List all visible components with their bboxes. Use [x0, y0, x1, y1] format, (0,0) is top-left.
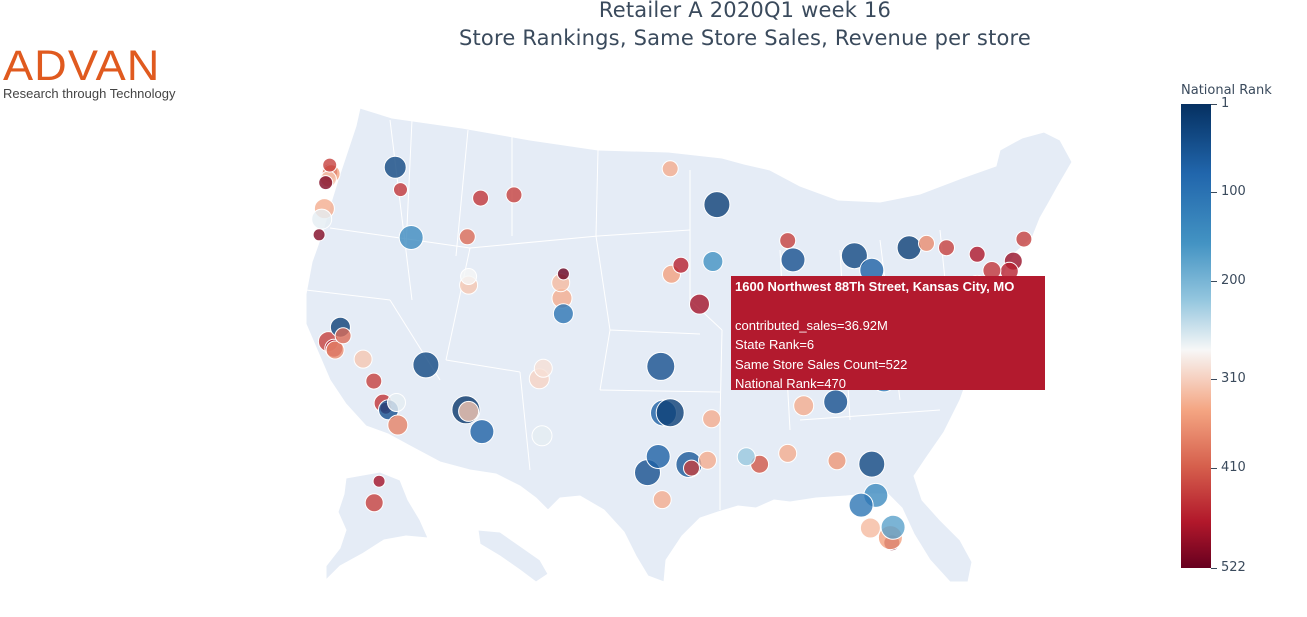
store-marker[interactable]	[823, 389, 849, 415]
store-marker[interactable]	[372, 474, 386, 488]
store-marker[interactable]	[827, 451, 847, 471]
store-marker[interactable]	[858, 450, 886, 478]
chart-title-line-1: Retailer A 2020Q1 week 16	[598, 0, 892, 22]
store-marker[interactable]	[683, 459, 700, 477]
store-marker[interactable]	[652, 490, 672, 510]
store-marker[interactable]	[646, 351, 676, 381]
store-marker[interactable]	[393, 182, 408, 198]
store-marker[interactable]	[458, 400, 480, 422]
store-marker[interactable]	[325, 340, 345, 360]
store-marker[interactable]	[311, 208, 333, 230]
colorbar-tick-label: 410	[1221, 460, 1246, 476]
tooltip-national-rank: National Rank=470	[735, 376, 846, 391]
colorbar	[1181, 104, 1211, 568]
logo-wordmark: ADVAN	[3, 42, 161, 90]
state-border-line	[599, 329, 611, 391]
colorbar-tick-label: 100	[1221, 184, 1246, 200]
state-border-line	[469, 235, 599, 249]
store-marker[interactable]	[353, 349, 373, 369]
store-marker[interactable]	[505, 186, 523, 204]
state-border-line	[519, 371, 531, 471]
store-marker[interactable]	[968, 245, 986, 263]
store-marker[interactable]	[702, 251, 724, 272]
state-border-line	[599, 389, 721, 393]
store-marker[interactable]	[1015, 230, 1033, 248]
store-marker[interactable]	[412, 351, 440, 379]
colorbar-tick-mark	[1211, 104, 1217, 105]
alaska-shape	[325, 471, 429, 582]
state-border-line	[595, 235, 611, 331]
store-marker[interactable]	[778, 443, 798, 463]
tooltip-same-store-sales-count: Same Store Sales Count=522	[735, 356, 908, 372]
tooltip-state-rank: State Rank=6	[735, 337, 815, 352]
colorbar-tick-label: 200	[1221, 273, 1246, 289]
store-marker[interactable]	[552, 303, 574, 325]
store-marker[interactable]	[365, 372, 383, 390]
hawaii-shape	[477, 529, 549, 583]
store-marker[interactable]	[398, 225, 424, 250]
colorbar-tick-label: 310	[1221, 371, 1246, 387]
store-marker[interactable]	[318, 175, 334, 191]
store-marker[interactable]	[703, 191, 731, 219]
state-border-line	[445, 359, 521, 373]
chart-title-line-2: Store Rankings, Same Store Sales, Revenu…	[458, 26, 1032, 50]
colorbar-tick-label: 1	[1221, 96, 1230, 111]
store-marker[interactable]	[383, 155, 407, 179]
store-marker[interactable]	[840, 242, 868, 270]
hover-tooltip: 1600 Northwest 88Th Street, Kansas City,…	[731, 276, 1045, 391]
store-marker[interactable]	[387, 414, 409, 436]
store-marker[interactable]	[469, 419, 495, 445]
store-marker[interactable]	[736, 447, 756, 467]
state-border-line	[719, 329, 723, 421]
store-marker[interactable]	[364, 493, 384, 513]
colorbar-tick-mark	[1211, 281, 1217, 283]
store-marker[interactable]	[472, 189, 490, 207]
state-border-line	[597, 229, 691, 237]
colorbar-tick-mark	[1211, 468, 1217, 470]
state-border-line	[799, 409, 941, 421]
colorbar-title: National Rank	[1181, 83, 1272, 98]
store-marker[interactable]	[531, 425, 553, 447]
state-border-line	[455, 129, 469, 257]
state-border-line	[609, 329, 701, 335]
store-marker[interactable]	[698, 450, 717, 470]
store-marker[interactable]	[655, 398, 685, 428]
logo-tagline: Research through Technology	[3, 86, 176, 101]
store-marker[interactable]	[848, 492, 874, 518]
store-marker[interactable]	[672, 256, 690, 274]
store-marker[interactable]	[779, 232, 797, 250]
store-marker[interactable]	[896, 235, 922, 261]
store-marker[interactable]	[938, 239, 955, 257]
store-marker[interactable]	[334, 327, 352, 345]
store-marker[interactable]	[702, 409, 722, 429]
store-marker[interactable]	[387, 393, 406, 412]
store-marker[interactable]	[322, 157, 338, 173]
state-borders	[305, 119, 961, 510]
store-marker[interactable]	[645, 444, 671, 469]
state-border-line	[445, 247, 471, 361]
colorbar-tick-mark	[1211, 379, 1217, 381]
state-border-line	[305, 289, 391, 301]
store-marker[interactable]	[533, 358, 553, 378]
colorbar-tick-mark	[1211, 568, 1217, 569]
store-marker[interactable]	[312, 228, 326, 242]
store-marker[interactable]	[556, 267, 570, 281]
store-marker[interactable]	[918, 234, 935, 252]
store-marker[interactable]	[880, 514, 906, 540]
state-border-line	[595, 149, 599, 237]
store-marker[interactable]	[661, 160, 679, 178]
tooltip-address: 1600 Northwest 88Th Street, Kansas City,…	[735, 279, 1015, 294]
store-marker[interactable]	[793, 395, 815, 417]
store-marker[interactable]	[460, 268, 478, 285]
state-border-line	[389, 119, 413, 301]
advan-logo: ADVAN Research through Technology	[3, 44, 176, 101]
store-marker[interactable]	[859, 517, 881, 539]
colorbar-tick-label: 522	[1221, 560, 1246, 575]
tooltip-contributed-sales: contributed_sales=36.92M	[735, 317, 888, 333]
store-marker[interactable]	[689, 293, 710, 315]
store-marker[interactable]	[458, 228, 476, 246]
colorbar-tick-mark	[1211, 192, 1217, 194]
store-marker[interactable]	[780, 247, 806, 273]
